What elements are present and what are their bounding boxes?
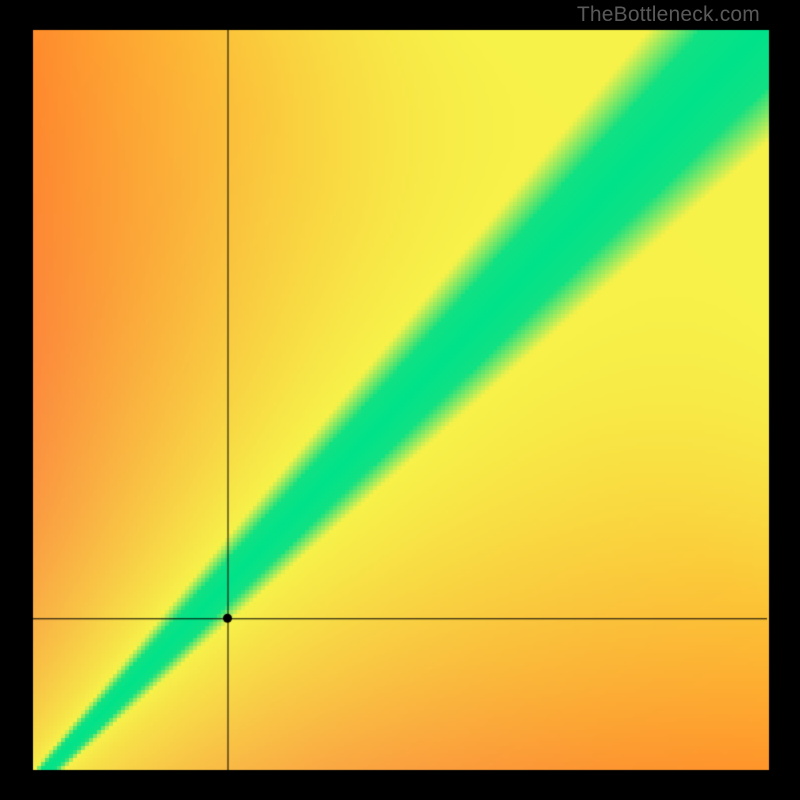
watermark-text: TheBottleneck.com [577, 3, 760, 27]
bottleneck-heatmap [0, 0, 800, 800]
chart-container: TheBottleneck.com [0, 0, 800, 800]
